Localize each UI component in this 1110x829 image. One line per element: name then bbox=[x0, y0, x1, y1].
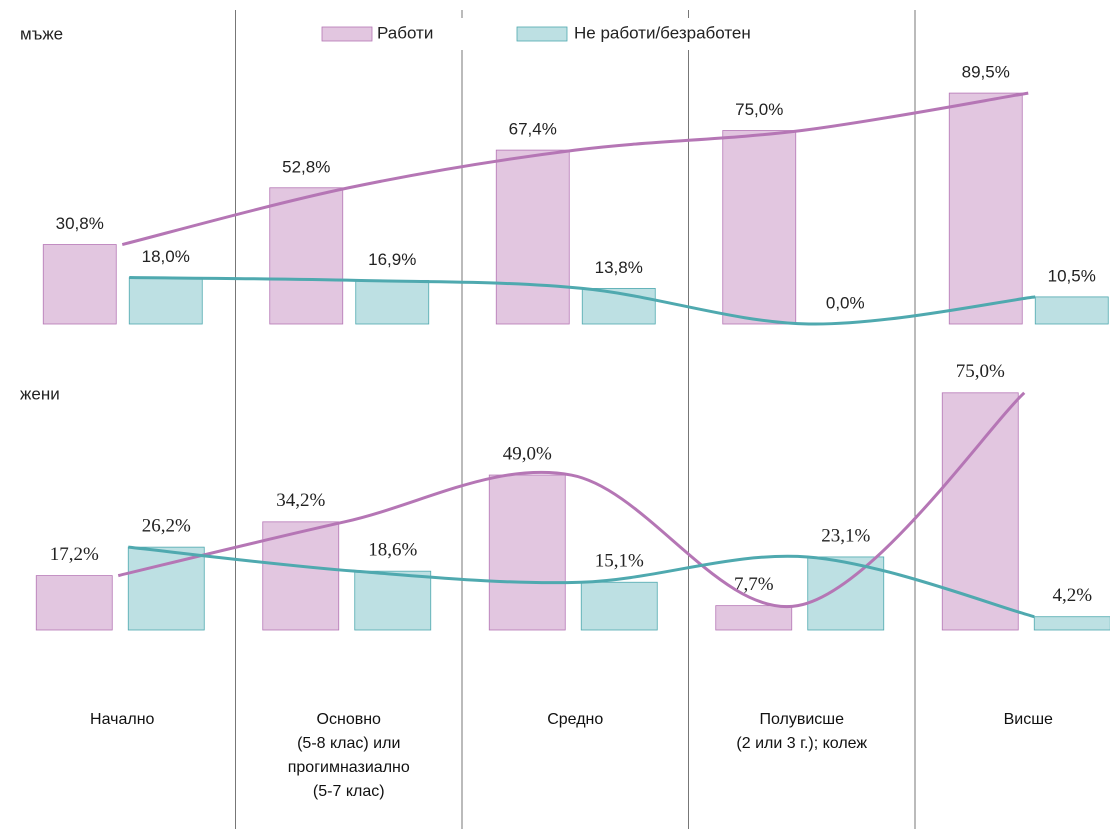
legend-label: Работи bbox=[377, 23, 433, 42]
bar bbox=[948, 92, 1023, 325]
panel-label: мъже bbox=[20, 24, 63, 43]
value-label: 34,2% bbox=[276, 490, 325, 511]
value-label: 89,5% bbox=[962, 63, 1010, 82]
value-label: 17,2% bbox=[50, 544, 99, 565]
bar bbox=[355, 279, 430, 325]
value-label: 0,0% bbox=[826, 293, 865, 312]
bar bbox=[1034, 296, 1109, 325]
value-label: 30,8% bbox=[56, 214, 104, 233]
value-label: 13,8% bbox=[595, 258, 643, 277]
trend-line bbox=[129, 276, 1036, 326]
panel-label: жени bbox=[20, 384, 60, 403]
bar bbox=[715, 605, 793, 631]
value-label: 18,0% bbox=[142, 247, 190, 266]
bar bbox=[722, 130, 797, 325]
x-tick-label: Средно bbox=[547, 711, 604, 728]
value-label: 26,2% bbox=[142, 516, 191, 537]
bar bbox=[495, 149, 570, 325]
trend-line bbox=[117, 391, 1026, 609]
legend-swatch bbox=[516, 26, 568, 42]
value-label: 10,5% bbox=[1048, 266, 1096, 285]
bar bbox=[354, 570, 432, 631]
value-label: 67,4% bbox=[509, 120, 557, 139]
value-label: 52,8% bbox=[282, 157, 330, 176]
bar bbox=[35, 575, 113, 631]
value-label: 23,1% bbox=[821, 525, 870, 546]
value-label: 75,0% bbox=[735, 100, 783, 119]
legend-swatch bbox=[321, 26, 373, 42]
value-label: 16,9% bbox=[368, 250, 416, 269]
bar bbox=[269, 187, 344, 325]
value-label: 15,1% bbox=[595, 551, 644, 572]
x-tick-label: Основно (5-8 клас) или прогимназиално (5… bbox=[287, 711, 410, 800]
trend-line bbox=[121, 91, 1029, 246]
value-label: 18,6% bbox=[368, 540, 417, 561]
trend-line bbox=[128, 545, 1035, 619]
bar bbox=[580, 581, 658, 631]
x-tick-label: Начално bbox=[90, 711, 155, 728]
value-label: 75,0% bbox=[956, 361, 1005, 382]
bar bbox=[262, 521, 340, 631]
bar bbox=[1033, 616, 1110, 631]
value-label: 4,2% bbox=[1052, 585, 1092, 606]
legend-label: Не работи/безработен bbox=[574, 23, 751, 42]
bar bbox=[127, 546, 205, 631]
bar bbox=[941, 392, 1019, 631]
x-tick-label: Висше bbox=[1003, 711, 1053, 728]
bar bbox=[488, 474, 566, 631]
bar bbox=[42, 244, 117, 325]
value-label: 7,7% bbox=[734, 574, 774, 595]
bar bbox=[128, 277, 203, 325]
x-tick-label: Полувисше (2 или 3 г.); колеж bbox=[736, 711, 868, 752]
value-label: 49,0% bbox=[503, 443, 552, 464]
